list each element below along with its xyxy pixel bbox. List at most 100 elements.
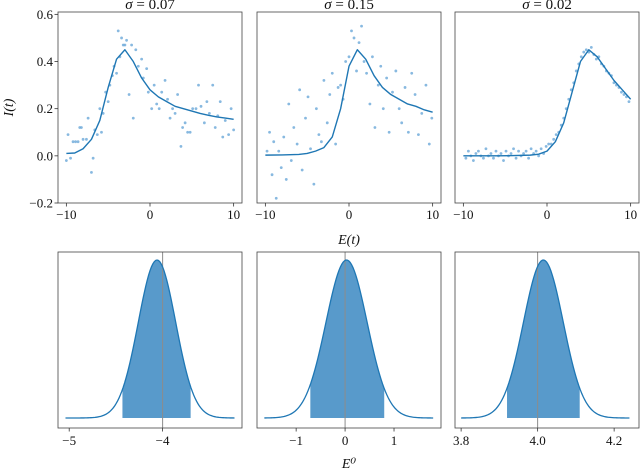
data-point [140,57,144,61]
data-point [71,140,75,144]
data-point [368,102,372,106]
panel-title: σ = 0.15 [324,0,374,13]
data-point [394,69,398,73]
data-point [152,83,156,87]
data-point [413,93,417,96]
data-point [502,159,505,162]
data-point [229,107,233,111]
data-point [232,128,236,132]
panel-title: σ = 0.02 [522,0,572,13]
axes-frame [57,11,243,204]
x-tick-label: −4 [156,433,170,448]
data-point [529,147,533,151]
data-point [424,83,428,87]
data-point [163,78,167,82]
scatter-panel-2: σ = 0.15 −10 0 10 [255,0,442,222]
data-point [477,149,480,153]
data-point [157,107,161,111]
sigma-value: 0.02 [546,0,572,13]
data-point [282,135,286,139]
x-tick-label: −10 [453,207,473,222]
data-point [221,135,225,139]
data-point [292,126,296,129]
x-axis-label-top: E(t) [337,233,360,248]
x-tick-label: 10 [624,207,637,222]
data-point [279,166,283,170]
sigma-value: 0.15 [348,0,374,13]
equals-sign: = [530,0,546,13]
data-point [106,100,110,104]
data-point [589,45,593,49]
data-point [584,48,588,52]
data-point [213,126,217,129]
data-point [150,107,154,111]
data-point [272,140,276,144]
y-axis-label: I(t) [2,98,17,117]
data-point [352,36,356,40]
data-point [391,90,394,94]
data-point [306,95,310,99]
data-point [127,93,131,96]
data-point [199,104,203,108]
data-point [120,36,123,40]
data-point [400,121,404,125]
data-point [373,126,377,129]
data-point [183,121,187,125]
x-tick-label: 0 [346,207,353,222]
data-point [168,116,172,120]
data-point [387,130,391,134]
axes-frame [256,251,442,429]
data-point [325,121,329,125]
data-point [410,71,414,75]
data-point [334,142,338,146]
data-point [191,107,195,111]
data-point [202,121,206,125]
data-point [80,126,83,129]
data-point [362,60,366,63]
data-point [181,126,185,129]
posterior-panel-1: −5 −4 [57,251,243,448]
data-point [385,76,389,80]
data-point [145,67,149,70]
data-point [66,133,70,137]
data-point [131,116,135,120]
x-tick-label: −10 [56,207,76,222]
y-tick-label: 0.4 [37,54,54,69]
data-point [270,173,274,177]
density-curve [461,259,630,419]
data-point [522,152,525,155]
data-point [298,88,302,92]
data-point [85,137,88,141]
data-point [534,149,538,153]
axes-frame [57,251,243,429]
sigma-value: 0.07 [149,0,176,13]
x-axis-label-bottom: E⁰ [341,457,357,472]
fit-curve [463,49,632,157]
data-point [98,107,102,111]
data-point [579,55,583,59]
data-point [205,100,209,104]
data-point [64,159,68,162]
data-point [309,147,312,151]
fit-curve [66,49,234,155]
data-point [268,130,271,134]
panel-title: σ = 0.07 [125,0,175,13]
data-point [403,86,407,89]
density-curve [65,259,235,419]
x-tick-label: 0 [544,207,551,222]
equals-sign: = [133,0,149,13]
data-point [171,107,174,111]
data-point [223,119,227,122]
data-point [350,29,353,33]
axes-frame [454,11,640,204]
data-point [295,142,299,146]
data-point [622,93,626,96]
data-point [376,83,380,87]
data-point [284,178,288,181]
x-tick-label: 0 [147,207,154,222]
data-point [524,149,528,153]
data-point [484,147,488,151]
data-point [489,152,493,155]
data-point [371,55,374,59]
